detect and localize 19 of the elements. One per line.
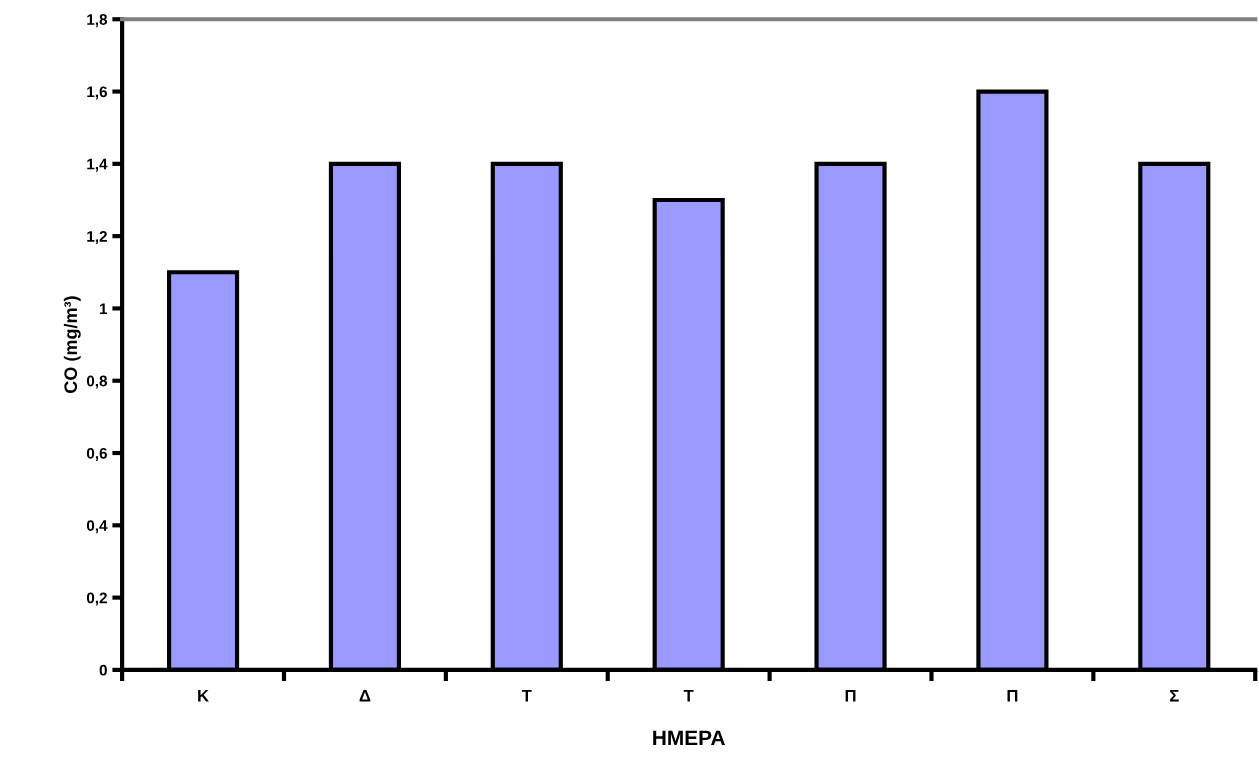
y-axis-title: CO (mg/m³) xyxy=(63,296,81,393)
x-tick-label: Δ xyxy=(359,689,371,702)
y-tick-label: 1,4 xyxy=(87,158,108,172)
x-tick-label: Τ xyxy=(521,689,532,702)
x-tick-label: Π xyxy=(1007,689,1018,702)
y-tick-label: 0,2 xyxy=(86,592,107,606)
y-tick-label: 1 xyxy=(100,303,108,314)
y-tick-label: 0,4 xyxy=(86,520,108,534)
x-tick-label: Τ xyxy=(683,689,694,702)
x-axis-title: ΗΜΕΡΑ xyxy=(653,730,725,745)
x-tick-label: Π xyxy=(845,689,856,702)
x-tick-label: Σ xyxy=(1170,689,1179,702)
y-tick-label: 0,8 xyxy=(86,375,108,389)
y-tick-label: 1,8 xyxy=(87,14,108,28)
y-tick-label: 0,6 xyxy=(86,447,107,461)
y-tick-label: 1,2 xyxy=(87,231,107,245)
y-tick-label: 1,6 xyxy=(87,86,107,100)
y-tick-label: 0 xyxy=(99,664,107,676)
x-tick-label: Κ xyxy=(198,689,209,702)
